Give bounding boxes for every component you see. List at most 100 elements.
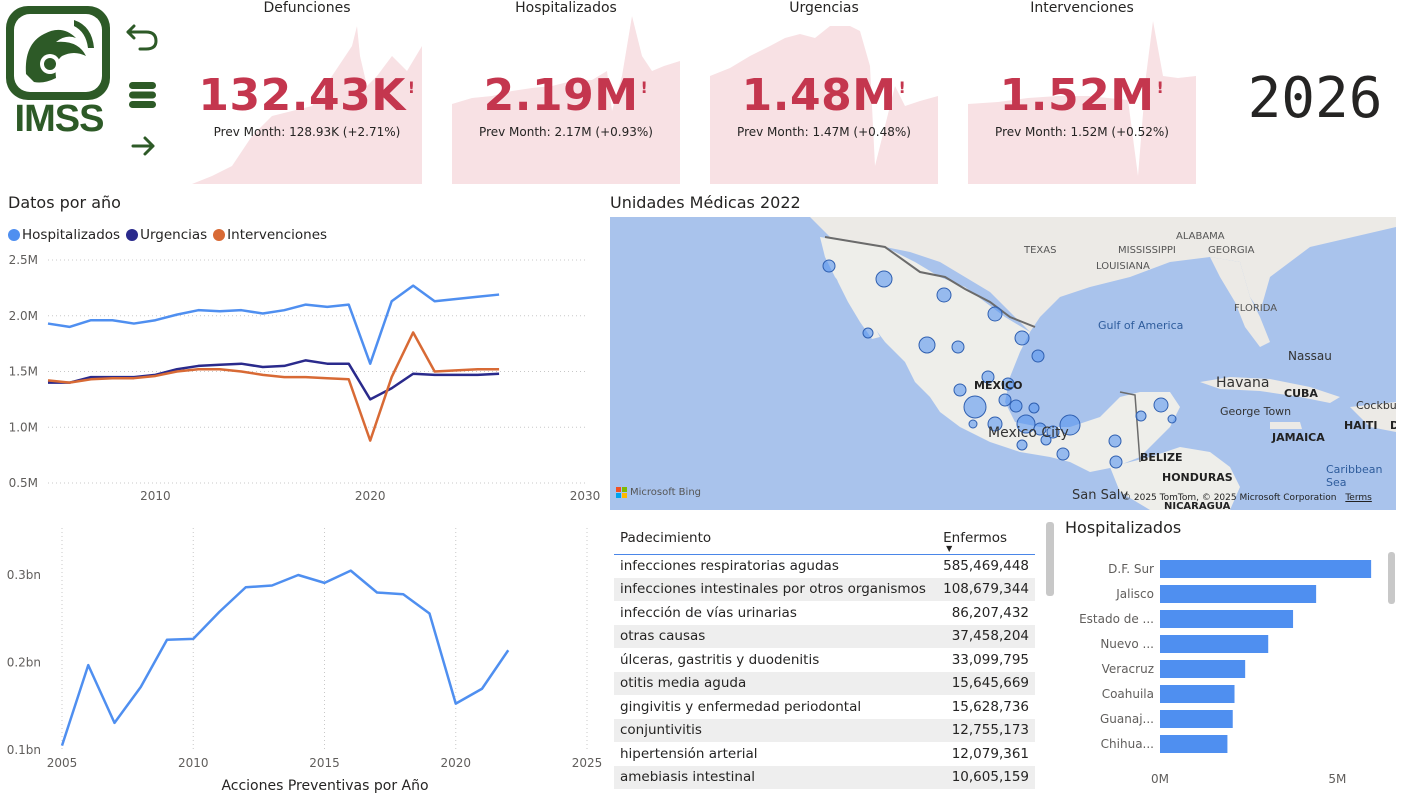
map-label-d: D [1390, 419, 1396, 432]
hospitalizados-bar-chart[interactable]: D.F. Sur Jalisco Estado de ... Nuevo ... Ver… [1060, 548, 1386, 788]
x-tick-label: 2010 [140, 489, 171, 503]
y-tick-label: 1.0M [9, 420, 38, 434]
windows-icon [616, 487, 627, 498]
legend-item-hospitalizados[interactable]: Hospitalizados [8, 227, 120, 243]
map-bubble [1016, 439, 1028, 451]
map-bubble [862, 327, 874, 339]
map-bubble [1028, 402, 1040, 414]
year-label: 2026 [1247, 66, 1383, 131]
table-row[interactable]: otitis media aguda 15,645,669 [614, 671, 1035, 695]
cell-padecimiento: infecciones respiratorias agudas [620, 558, 839, 574]
map-bubble [875, 270, 893, 288]
cell-enfermos: 585,469,448 [943, 558, 1029, 574]
y-tick-label: 0.1bn [7, 743, 41, 757]
map-bubble [998, 393, 1012, 407]
bar [1160, 585, 1317, 603]
map-label-gulf: Gulf of America [1098, 319, 1184, 332]
x-tick-label: 2015 [309, 756, 340, 770]
unidades-medicas-map[interactable]: TEXAS MISSISSIPPI ALABAMA GEORGIA LOUISI… [610, 217, 1396, 510]
map-bubble [981, 370, 995, 384]
datos-por-anio-chart[interactable]: 0.5M 1.0M 1.5M 2.0M 2.5M 2010 2020 2030 [0, 250, 605, 510]
map-bubble [1033, 422, 1047, 436]
map-bubble [1014, 330, 1030, 346]
bar [1160, 685, 1235, 703]
map-bubble [1031, 349, 1045, 363]
table-row[interactable]: úlceras, gastritis y duodenitis 33,099,79… [614, 648, 1035, 672]
cell-padecimiento: gingivitis y enfermedad periodontal [620, 698, 862, 715]
map-canvas [610, 217, 1396, 510]
map-label-caribbean: Caribbean Sea [1326, 463, 1383, 489]
category-label: Chihua... [1101, 737, 1154, 751]
kpi-card-intervenciones[interactable]: Intervenciones 1.52M! Prev Month: 1.52M … [968, 0, 1196, 186]
map-label-cockburn: Cockburn [1356, 399, 1396, 412]
kpi-sparkline [710, 26, 938, 184]
padecimientos-table: Padecimiento Enfermos ▼ infecciones resp… [614, 522, 1035, 789]
map-bubble [987, 306, 1003, 322]
map-bubble [1153, 397, 1169, 413]
cell-padecimiento: hipertensión arterial [620, 745, 758, 762]
acciones-preventivas-chart[interactable]: 2005 2010 2015 2020 2025 0.1bn 0.2bn 0.3bn Accio… [0, 528, 605, 797]
kpi-card-defunciones[interactable]: Defunciones 132.43K! Prev Month: 128.93K… [192, 0, 422, 186]
kpi-sparkline [192, 26, 422, 184]
cell-padecimiento: conjuntivitis [614, 718, 938, 742]
x-tick-label: 2030 [570, 489, 601, 503]
kpi-card-urgencias[interactable]: Urgencias 1.48M! Prev Month: 1.47M (+0.4… [710, 0, 938, 186]
map-label-belize: BELIZE [1140, 451, 1183, 464]
x-tick-label: 2025 [572, 756, 603, 770]
x-tick-label: 2020 [440, 756, 471, 770]
table-row[interactable]: infección de vías urinarias 86,207,432 [614, 601, 1035, 625]
map-label-alabama: ALABAMA [1176, 231, 1225, 242]
map-label-mississippi: MISSISSIPPI [1118, 245, 1176, 256]
map-bubble [1135, 410, 1147, 422]
bar-chart-scrollbar[interactable] [1388, 552, 1395, 604]
column-header-enfermos[interactable]: Enfermos ▼ [937, 522, 1035, 555]
cell-padecimiento: úlceras, gastritis y duodenitis [620, 651, 820, 668]
table-row[interactable]: infecciones respiratorias agudas 585,469,… [614, 554, 1035, 578]
column-header-padecimiento[interactable]: Padecimiento [614, 522, 938, 555]
legend-item-urgencias[interactable]: Urgencias [126, 227, 207, 243]
undo-arrow-icon[interactable] [124, 16, 160, 52]
category-label: Coahuila [1102, 687, 1154, 701]
right-arrow-icon[interactable] [130, 132, 158, 160]
map-label-san-salvador: San Salv [1072, 488, 1129, 503]
cell-padecimiento: otitis media aguda [614, 671, 938, 695]
kpi-card-hospitalizados[interactable]: Hospitalizados 2.19M! Prev Month: 2.17M … [452, 0, 680, 186]
table-row[interactable]: otras causas 37,458,204 [614, 624, 1035, 648]
kpi-title: Intervenciones [1030, 0, 1134, 16]
map-label-georgia: GEORGIA [1208, 245, 1255, 256]
table-row[interactable]: conjuntivitis 12,755,173 [614, 718, 1035, 742]
x-tick-label: 2010 [178, 756, 209, 770]
map-bubbles [822, 259, 1177, 469]
map-label-cuba: CUBA [1284, 387, 1318, 400]
table-row[interactable]: gingivitis y enfermedad periodontal 15,62… [614, 695, 1035, 719]
kpi-prev-month: Prev Month: 2.17M (+0.93%) [479, 125, 653, 139]
map-label-texas: TEXAS [1024, 245, 1057, 256]
map-bubble [1001, 377, 1015, 391]
table-row[interactable]: hipertensión arterial 12,079,361 [614, 742, 1035, 766]
table-row[interactable]: infecciones intestinales por otros organ… [614, 577, 1035, 601]
cell-enfermos: 37,458,204 [937, 624, 1035, 648]
y-tick-label: 0.2bn [7, 656, 41, 670]
map-title: Unidades Médicas 2022 [610, 193, 801, 212]
map-bubble [963, 395, 987, 419]
category-label: Guanaj... [1100, 712, 1154, 726]
y-tick-label: 0.3bn [7, 568, 41, 582]
kpi-sparkline [968, 21, 1196, 184]
map-bubble [1059, 414, 1081, 436]
stack-icon[interactable] [128, 80, 158, 110]
table-row[interactable]: amebiasis intestinal 10,605,159 [614, 765, 1035, 789]
table-scrollbar[interactable] [1046, 522, 1054, 596]
y-tick-label: 2.0M [9, 309, 38, 323]
legend-item-intervenciones[interactable]: Intervenciones [213, 227, 327, 243]
map-bubble [987, 416, 1003, 432]
kpi-value: 2.19M! [483, 70, 649, 121]
bar [1160, 710, 1233, 728]
category-label: D.F. Sur [1108, 562, 1154, 576]
map-bubble [822, 259, 836, 273]
map-label-nassau: Nassau [1288, 349, 1332, 363]
kpi-value: 132.43K! [198, 70, 416, 121]
cell-enfermos: 10,605,159 [937, 765, 1035, 789]
map-terms-link[interactable]: Terms [1345, 493, 1372, 503]
x-tick-label: 2020 [355, 489, 386, 503]
imss-logo: IMSS [4, 4, 114, 144]
